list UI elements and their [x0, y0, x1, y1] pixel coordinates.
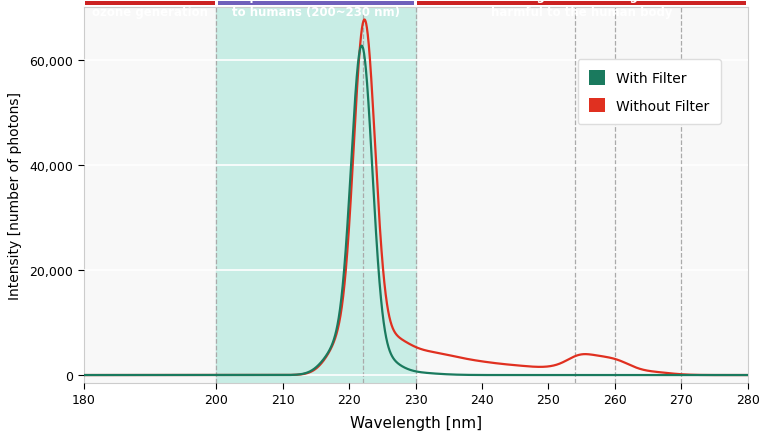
Y-axis label: Intensity [number of photons]: Intensity [number of photons] [8, 92, 22, 300]
Text: Risk due to
ozone generation: Risk due to ozone generation [92, 0, 208, 19]
Text: Wavelengths in this region are
harmful to the human body: Wavelengths in this region are harmful t… [479, 0, 684, 19]
Bar [217, 8, 415, 383]
Text: Spectrum less harmful
to humans (200~230 nm): Spectrum less harmful to humans (200~230… [232, 0, 400, 19]
Legend: With Filter, Without Filter: With Filter, Without Filter [578, 60, 721, 124]
X-axis label: Wavelength [nm]: Wavelength [nm] [349, 415, 482, 430]
